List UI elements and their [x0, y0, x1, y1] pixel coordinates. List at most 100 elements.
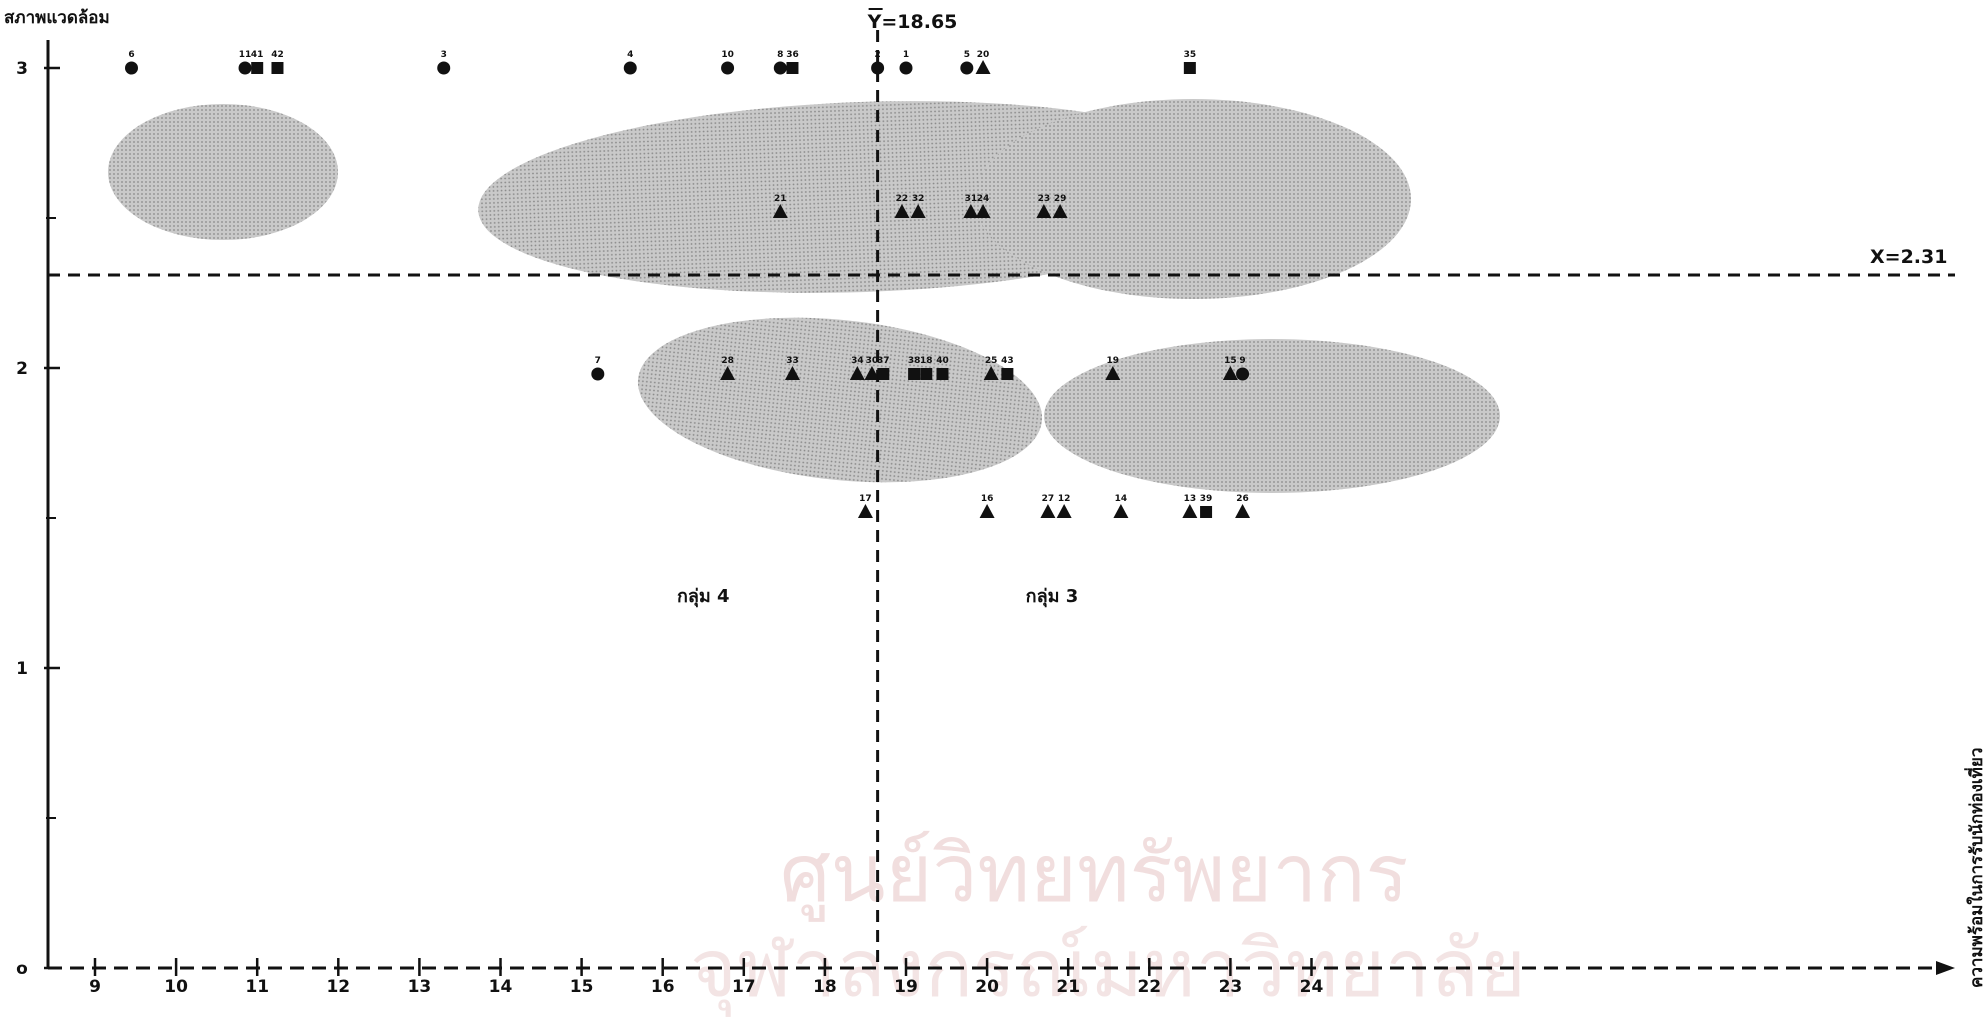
point-36: 36	[786, 50, 799, 74]
point-label: 9	[1239, 356, 1245, 366]
point-11: 11	[238, 50, 252, 75]
circle-marker	[623, 61, 637, 75]
square-marker	[908, 368, 921, 380]
triangle-marker	[784, 366, 800, 380]
point-39: 39	[1200, 494, 1213, 518]
circle-marker	[899, 61, 913, 75]
x-tick-label-18: 18	[813, 977, 837, 993]
square-marker	[877, 368, 890, 380]
point-25: 25	[983, 356, 999, 380]
circle-marker	[437, 61, 451, 75]
point-label: 16	[981, 494, 994, 504]
point-26: 26	[1235, 494, 1251, 518]
point-5: 5	[960, 50, 974, 75]
point-4: 4	[623, 50, 637, 75]
y-tick-label-3: 3	[16, 59, 28, 79]
triangle-marker	[1182, 504, 1198, 518]
point-17: 17	[857, 494, 873, 518]
group-1-region	[975, 99, 1411, 299]
point-label: 39	[1200, 494, 1213, 504]
point-31: 31	[963, 194, 979, 218]
reference-lines: Y=18.65 X=2.31	[48, 8, 1955, 968]
point-label: 5	[964, 50, 970, 60]
point-label: 22	[896, 194, 909, 204]
x-axis-arrow	[1936, 961, 1955, 975]
point-label: 35	[1184, 50, 1197, 60]
square-marker	[786, 62, 799, 74]
point-label: 29	[1054, 194, 1067, 204]
point-15: 15	[1222, 356, 1238, 380]
point-label: 27	[1042, 494, 1055, 504]
point-7: 7	[591, 356, 605, 381]
x-tick-label-10: 10	[164, 977, 188, 993]
point-1: 1	[899, 50, 913, 75]
point-13: 13	[1182, 494, 1198, 518]
triangle-marker	[975, 204, 991, 218]
ref-label-vertical: Y=18.65	[867, 11, 958, 33]
triangle-marker	[772, 204, 788, 218]
point-label: 36	[786, 50, 799, 60]
point-10: 10	[721, 50, 735, 75]
point-label: 11	[239, 50, 252, 60]
point-2: 2	[871, 50, 885, 75]
point-label: 23	[1038, 194, 1051, 204]
triangle-marker	[1036, 204, 1052, 218]
triangle-marker	[849, 366, 865, 380]
triangle-marker	[1040, 504, 1056, 518]
point-label: 37	[877, 356, 890, 366]
point-41: 41	[251, 50, 264, 74]
group-3-region	[1044, 339, 1500, 493]
point-label: 13	[1184, 494, 1197, 504]
triangle-marker	[975, 60, 991, 74]
point-label: 41	[251, 50, 264, 60]
point-16: 16	[979, 494, 995, 518]
point-label: 8	[777, 50, 783, 60]
x-tick-label-20: 20	[975, 977, 999, 993]
point-label: 38	[908, 356, 921, 366]
circle-marker	[124, 61, 138, 75]
point-label: 2	[874, 50, 880, 60]
circle-marker	[591, 367, 605, 381]
point-37: 37	[877, 356, 890, 380]
square-marker	[1200, 506, 1213, 518]
point-18: 18	[920, 356, 933, 380]
point-label: 43	[1001, 356, 1014, 366]
x-tick-label-9: 9	[89, 977, 101, 993]
point-20: 20	[975, 50, 991, 74]
y-tick-label-2: 2	[16, 359, 28, 379]
point-28: 28	[720, 356, 736, 380]
group-5-region	[108, 104, 338, 240]
triangle-marker	[720, 366, 736, 380]
chart-labels: กลุ่ม 1กลุ่ม 2กลุ่ม 3กลุ่ม 4กลุ่ม 5	[677, 586, 1078, 608]
point-27: 27	[1040, 494, 1056, 518]
point-label: 18	[920, 356, 933, 366]
triangle-marker	[1105, 366, 1121, 380]
point-8: 8	[773, 50, 787, 75]
triangle-marker	[1056, 504, 1072, 518]
point-label: 17	[859, 494, 872, 504]
point-42: 42	[271, 50, 284, 74]
point-14: 14	[1113, 494, 1129, 518]
point-label: 30	[866, 356, 879, 366]
point-3: 3	[437, 50, 451, 75]
triangle-marker	[894, 204, 910, 218]
triangle-marker	[1235, 504, 1251, 518]
point-34: 34	[849, 356, 865, 380]
x-tick-label-12: 12	[326, 977, 350, 993]
point-33: 33	[784, 356, 800, 380]
circle-marker	[238, 61, 252, 75]
point-22: 22	[894, 194, 910, 218]
point-label: 6	[128, 50, 134, 60]
point-label: 33	[786, 356, 799, 366]
x-tick-label-17: 17	[732, 977, 756, 993]
x-tick-label-15: 15	[570, 977, 594, 993]
point-label: 20	[977, 50, 990, 60]
point-label: 4	[627, 50, 633, 60]
point-label: 7	[595, 356, 601, 366]
point-29: 29	[1052, 194, 1068, 218]
square-marker	[271, 62, 284, 74]
triangle-marker	[983, 366, 999, 380]
point-label: 25	[985, 356, 998, 366]
